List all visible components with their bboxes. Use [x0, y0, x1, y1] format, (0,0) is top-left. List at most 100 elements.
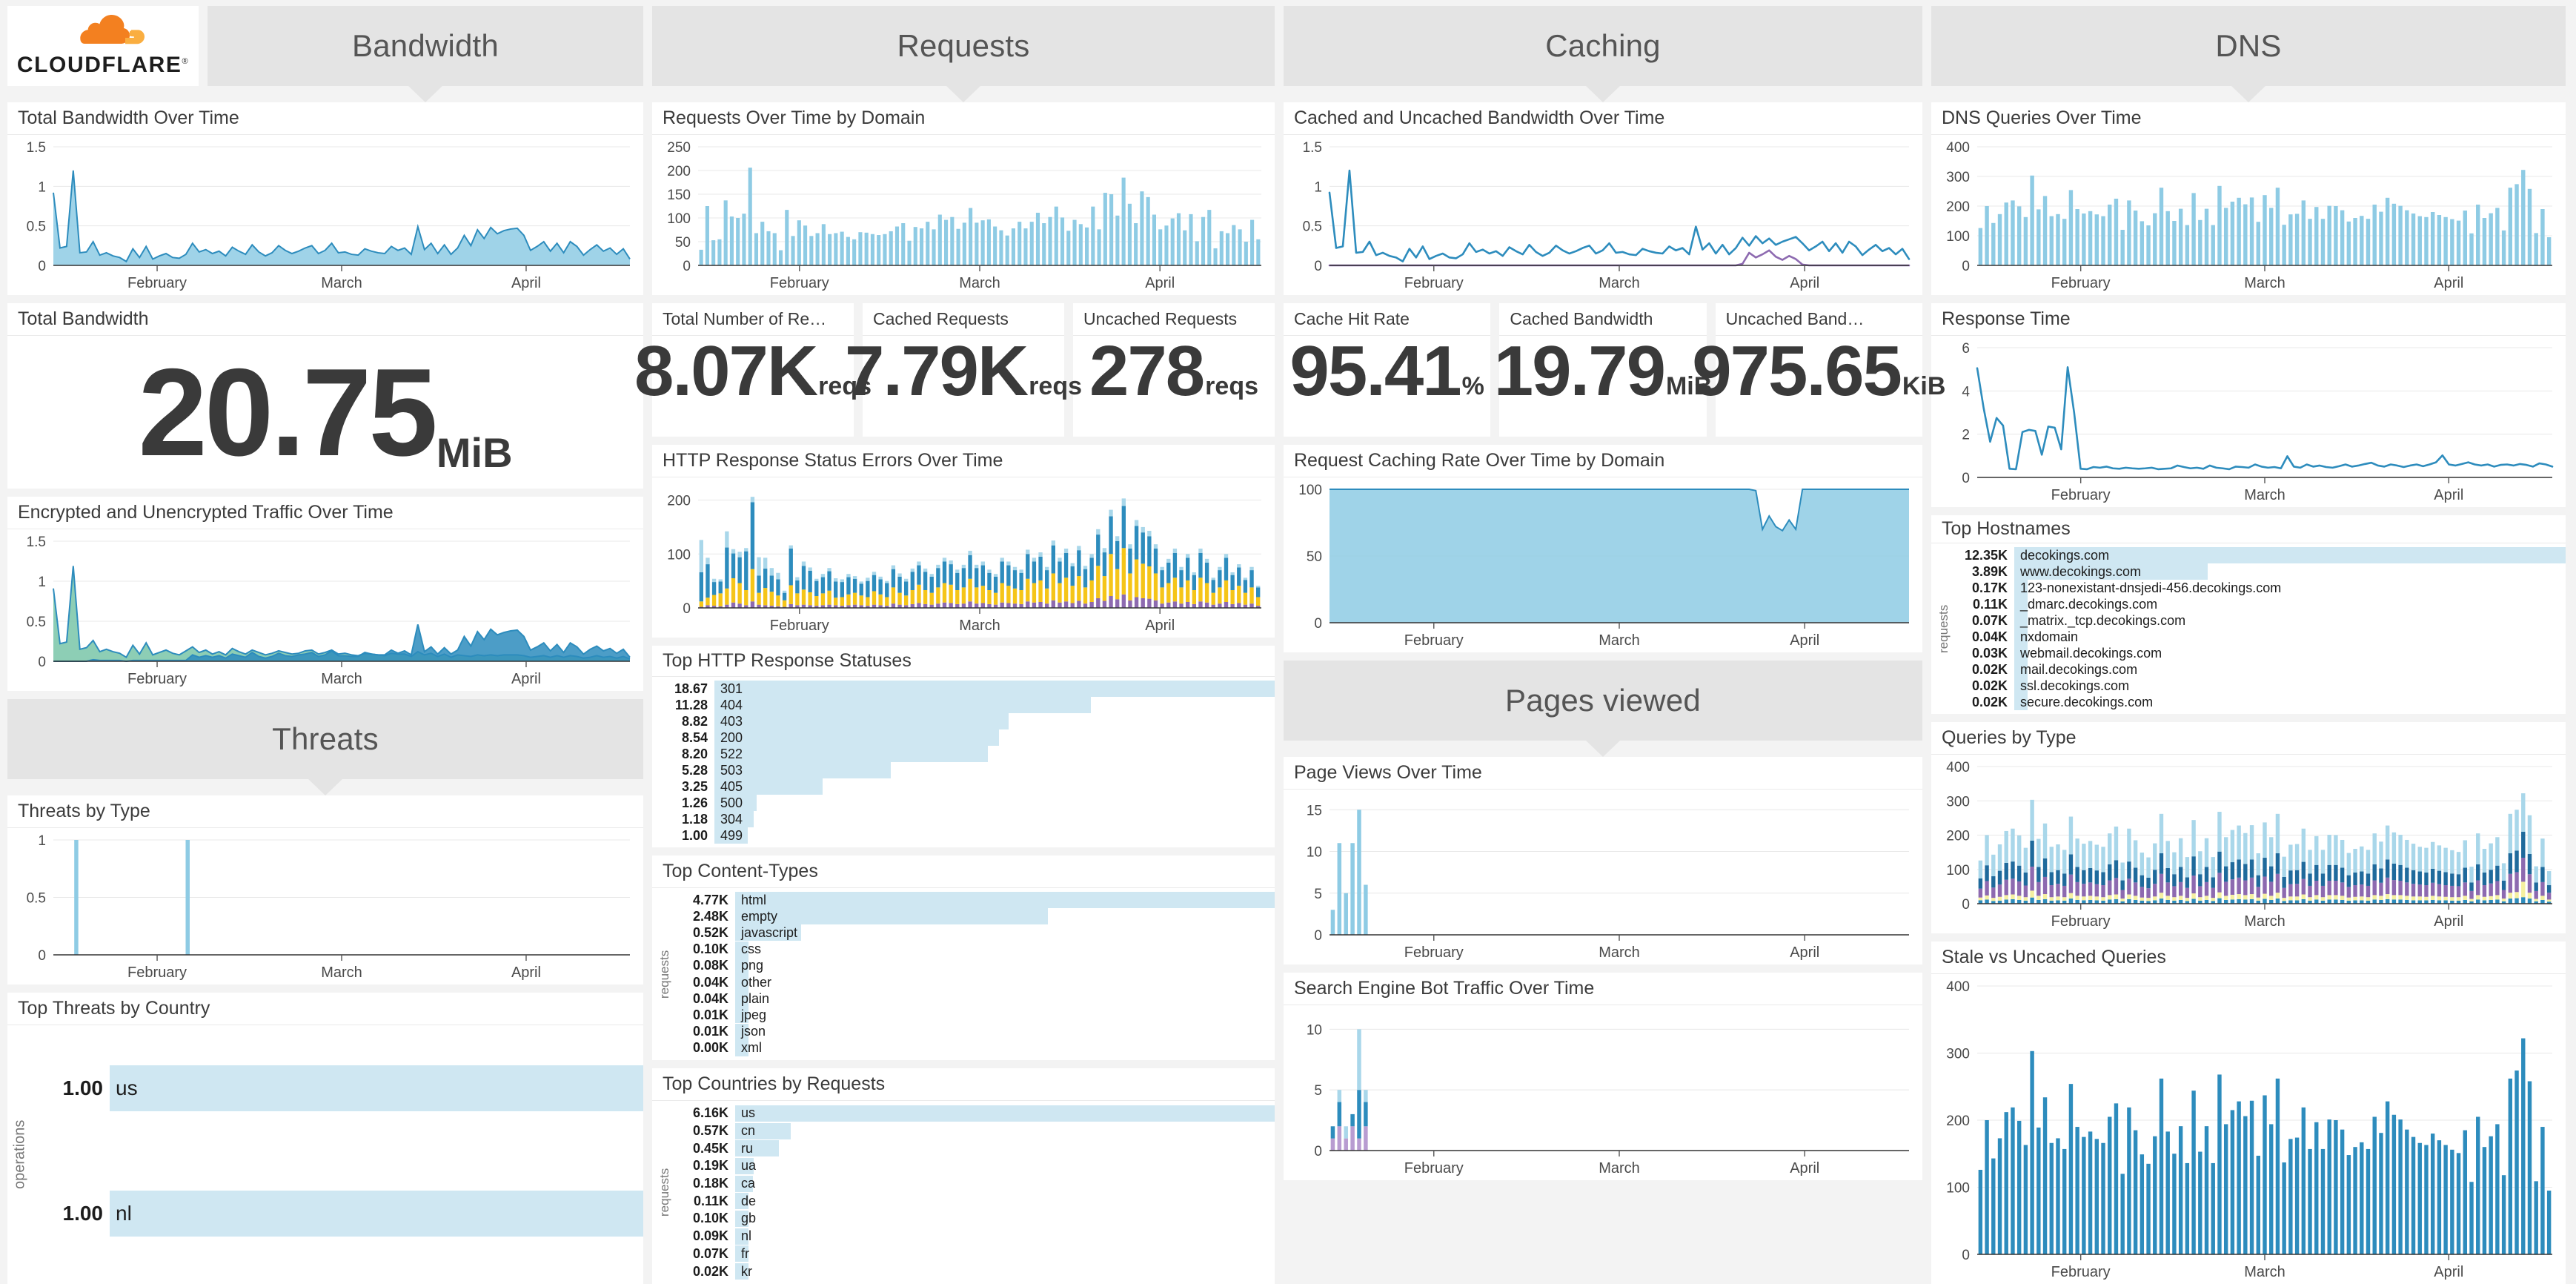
panel-total-bandwidth[interactable]: Total Bandwidth 20.75 MiB: [7, 303, 643, 489]
stat-card-cached-bandwidth[interactable]: Cached Bandwidth 19.79 MiB: [1494, 303, 1712, 437]
list-item[interactable]: 1.00 us: [28, 1065, 643, 1111]
rank-bar: css: [735, 941, 761, 958]
section-header-caching[interactable]: Caching: [1284, 6, 1922, 86]
list-item[interactable]: 0.04K plain: [673, 990, 1275, 1007]
list-item[interactable]: 0.07K _matrix._tcp.decokings.com: [1952, 612, 2566, 629]
panel-top-threats-by-country[interactable]: Top Threats by Country operations 1.00 us 1…: [7, 993, 643, 1284]
list-item[interactable]: 5.28 503: [652, 762, 1275, 778]
panel-top-hostnames[interactable]: Top Hostnames requests 12.35K decokings.co…: [1931, 515, 2566, 714]
list-item[interactable]: 0.11K de: [673, 1193, 1275, 1210]
panel-top-http-statuses[interactable]: Top HTTP Response Statuses 18.67 301 11.28…: [652, 646, 1275, 847]
svg-text:April: April: [1145, 275, 1175, 291]
panel-dns-queries-over-time[interactable]: DNS Queries Over Time 0 100 200 300 400 Febru…: [1931, 102, 2566, 295]
svg-text:April: April: [2434, 487, 2463, 503]
stat-card-uncached-bandwidth[interactable]: Uncached Band… 975.65 KiB: [1692, 303, 1945, 437]
list-item[interactable]: 0.00K xml: [673, 1039, 1275, 1056]
chart-search-engine-bot-traffic[interactable]: 0 5 10 February March April: [1284, 1005, 1922, 1180]
section-header-dns[interactable]: DNS: [1931, 6, 2566, 86]
section-header-pages-viewed[interactable]: Pages viewed: [1284, 661, 1922, 741]
rank-value: 8.20: [681, 746, 708, 761]
svg-text:April: April: [511, 275, 541, 291]
panel-bot-traffic-over-time[interactable]: Search Engine Bot Traffic Over Time 0 5 10…: [1284, 973, 1922, 1180]
list-item[interactable]: 1.00 nl: [28, 1191, 643, 1237]
list-item[interactable]: 3.89K www.decokings.com: [1952, 563, 2566, 580]
list-item[interactable]: 0.04K nxdomain: [1952, 629, 2566, 645]
list-item[interactable]: 18.67 301: [652, 681, 1275, 697]
stat-card-cache-hit-rate[interactable]: Cache Hit Rate 95.41 %: [1284, 303, 1491, 437]
list-item[interactable]: 0.03K webmail.decokings.com: [1952, 645, 2566, 661]
chart-encrypted-unencrypted-traffic[interactable]: 0 0.5 1 1.5 February March April: [7, 529, 643, 691]
panel-request-caching-rate[interactable]: Request Caching Rate Over Time by Domain…: [1284, 445, 1922, 652]
chart-stale-vs-uncached-queries[interactable]: 0 100 200 300 400 February March April: [1931, 974, 2566, 1284]
panel-response-time[interactable]: Response Time 0 2 4 6 February March April: [1931, 303, 2566, 507]
list-item[interactable]: 0.19K ua: [673, 1157, 1275, 1174]
chart-http-response-status-errors[interactable]: 0 100 200 February March April: [652, 477, 1275, 638]
chart-page-views-over-time[interactable]: 0 5 10 15 February March April: [1284, 790, 1922, 964]
list-item[interactable]: 8.82 403: [652, 713, 1275, 729]
list-item[interactable]: 0.07K fr: [673, 1245, 1275, 1263]
list-item[interactable]: 3.25 405: [652, 778, 1275, 795]
panel-queries-by-type[interactable]: Queries by Type 0 100 200 300 400 February Mar…: [1931, 722, 2566, 933]
list-item[interactable]: 6.16K us: [673, 1105, 1275, 1122]
list-item[interactable]: 8.20 522: [652, 746, 1275, 762]
ranking-top-countries-by-requests[interactable]: requests 6.16K us 0.57K cn 0.45K ru 0.19K ua 0.18…: [652, 1101, 1275, 1284]
panel-http-errors-over-time[interactable]: HTTP Response Status Errors Over Time 0 1…: [652, 445, 1275, 638]
svg-text:100: 100: [667, 211, 691, 227]
chart-request-caching-rate[interactable]: 0 50 100 February March April: [1284, 477, 1922, 652]
list-item[interactable]: 0.01K jpeg: [673, 1007, 1275, 1024]
list-item[interactable]: 0.02K kr: [673, 1263, 1275, 1280]
list-item[interactable]: 0.01K json: [673, 1023, 1275, 1040]
list-item[interactable]: 2.48K empty: [673, 908, 1275, 925]
list-item[interactable]: 12.35K decokings.com: [1952, 547, 2566, 563]
list-item[interactable]: 0.11K _dmarc.decokings.com: [1952, 596, 2566, 612]
panel-page-views-over-time[interactable]: Page Views Over Time 0 5 10 15 February March…: [1284, 757, 1922, 964]
svg-text:March: March: [2244, 1264, 2285, 1280]
section-header-threats[interactable]: Threats: [7, 699, 643, 779]
ranking-top-http-statuses[interactable]: 18.67 301 11.28 404 8.82 403 8.54 200 8.20 522 5.2…: [652, 677, 1275, 847]
list-item[interactable]: 0.02K secure.decokings.com: [1952, 694, 2566, 710]
panel-threats-by-type[interactable]: Threats by Type 0 0.5 1 February March April: [7, 795, 643, 984]
list-item[interactable]: 1.18 304: [652, 811, 1275, 827]
list-item[interactable]: 0.02K mail.decokings.com: [1952, 661, 2566, 678]
list-item[interactable]: 4.77K html: [673, 892, 1275, 909]
chart-threats-by-type[interactable]: 0 0.5 1 February March April: [7, 828, 643, 984]
panel-stale-vs-uncached[interactable]: Stale vs Uncached Queries 0 100 200 300 400 F…: [1931, 942, 2566, 1284]
svg-text:0: 0: [1314, 1144, 1322, 1159]
ranking-top-hostnames[interactable]: requests 12.35K decokings.com 3.89K www.deco…: [1931, 543, 2566, 714]
chart-cached-uncached-bandwidth[interactable]: 0 0.5 1 1.5 February March April: [1284, 135, 1922, 295]
panel-encrypted-traffic[interactable]: Encrypted and Unencrypted Traffic Over T…: [7, 497, 643, 691]
list-item[interactable]: 0.45K ru: [673, 1140, 1275, 1157]
section-header-bandwidth[interactable]: Bandwidth: [208, 6, 643, 86]
stat-card-uncached-requests[interactable]: Uncached Requests 278 reqs: [1073, 303, 1275, 437]
list-item[interactable]: 0.10K css: [673, 941, 1275, 958]
chart-total-bandwidth-over-time[interactable]: 0 0.5 1 1.5 February March April: [7, 135, 643, 295]
list-item[interactable]: 1.26 500: [652, 795, 1275, 811]
section-header-requests[interactable]: Requests: [652, 6, 1275, 86]
ranking-top-content-types[interactable]: requests 4.77K html 2.48K empty 0.52K javascri…: [652, 888, 1275, 1060]
list-item[interactable]: 0.08K png: [673, 957, 1275, 974]
list-item[interactable]: 8.54 200: [652, 729, 1275, 746]
chart-dns-queries-over-time[interactable]: 0 100 200 300 400 February March April: [1931, 135, 2566, 295]
list-item[interactable]: 0.52K javascript: [673, 924, 1275, 942]
ranking-top-threats-by-country[interactable]: operations 1.00 us 1.00 nl: [7, 1025, 643, 1284]
panel-cached-uncached-bandwidth[interactable]: Cached and Uncached Bandwidth Over Time …: [1284, 102, 1922, 295]
panel-title: Cached and Uncached Bandwidth Over Time: [1284, 102, 1922, 135]
list-item[interactable]: 0.57K cn: [673, 1122, 1275, 1139]
panel-total-bandwidth-over-time[interactable]: Total Bandwidth Over Time 0 0.5 1 1.5 Februa…: [7, 102, 643, 295]
list-item[interactable]: 1.00 499: [652, 827, 1275, 844]
list-item[interactable]: 0.18K ca: [673, 1175, 1275, 1192]
stat-card-cached-requests[interactable]: Cached Requests 7.79K reqs: [845, 303, 1082, 437]
chart-response-time[interactable]: 0 2 4 6 February March April: [1931, 336, 2566, 507]
panel-top-countries[interactable]: Top Countries by Requests requests 6.16K u…: [652, 1068, 1275, 1284]
list-item[interactable]: 0.04K other: [673, 974, 1275, 991]
panel-requests-over-time[interactable]: Requests Over Time by Domain 0 50 100 150 20…: [652, 102, 1275, 295]
chart-queries-by-type[interactable]: 0 100 200 300 400 February March April: [1931, 755, 2566, 933]
panel-top-content-types[interactable]: Top Content-Types requests 4.77K html 2.48K…: [652, 856, 1275, 1060]
list-item[interactable]: 0.02K ssl.decokings.com: [1952, 678, 2566, 694]
list-item[interactable]: 0.09K nl: [673, 1228, 1275, 1245]
list-item[interactable]: 11.28 404: [652, 697, 1275, 713]
chart-requests-over-time-by-domain[interactable]: 0 50 100 150 200 250 February March April: [652, 135, 1275, 295]
list-item[interactable]: 0.17K 123-nonexistant-dnsjedi-456.decokin…: [1952, 580, 2566, 596]
list-item[interactable]: 0.10K gb: [673, 1210, 1275, 1227]
stat-card-total-requests[interactable]: Total Number of Re… 8.07K reqs: [634, 303, 872, 437]
